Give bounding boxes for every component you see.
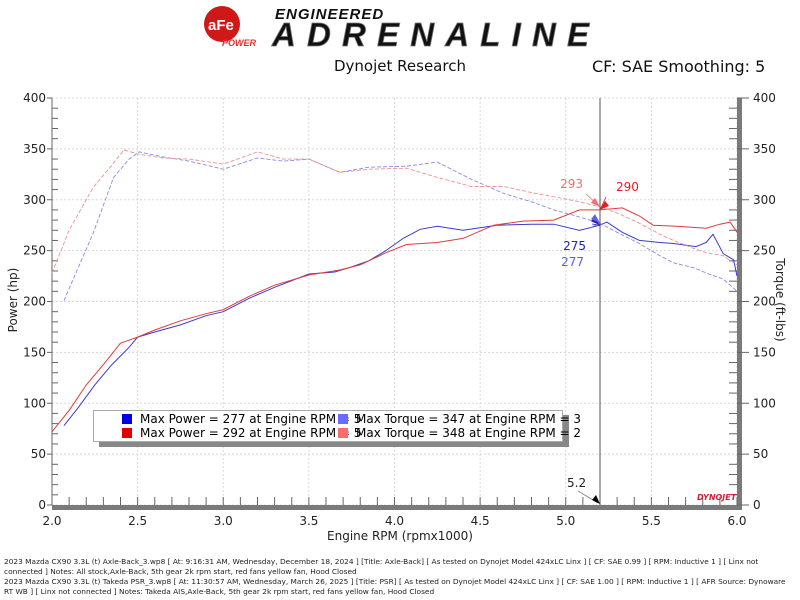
y2-tick-label: 150: [753, 345, 776, 359]
y-axis-label: Power (hp): [6, 268, 20, 333]
legend-label: Max Torque = 347 at Engine RPM = 3: [356, 412, 582, 426]
afe-logo-circle: [204, 6, 240, 42]
y2-axis-label: Torque (ft-lbs): [773, 257, 787, 341]
annotation-arrow-icon: [591, 197, 600, 207]
svg-text:POWER: POWER: [222, 38, 257, 48]
annotation-arrow-line: [591, 223, 601, 226]
svg-text:ENGINEERED: ENGINEERED: [275, 6, 384, 23]
bottom-axis: [52, 505, 742, 510]
cursor-label: 5.2: [567, 476, 586, 490]
legend-label: Max Torque = 348 at Engine RPM = 2: [356, 426, 582, 440]
y2-tick-label: 50: [753, 447, 768, 461]
y-tick-label: 0: [38, 498, 46, 512]
annotation-arrow-icon: [591, 214, 600, 224]
annotation-arrow-line: [599, 196, 607, 211]
legend-swatch: [338, 428, 348, 438]
y2-tick-label: 0: [753, 498, 761, 512]
legend-item: Max Torque = 348 at Engine RPM = 2: [338, 426, 581, 440]
x-tick-label: 3.5: [299, 514, 318, 528]
y-tick-label: 250: [23, 244, 46, 258]
y2-tick-label: 200: [753, 295, 776, 309]
y-tick-label: 50: [31, 447, 46, 461]
y-tick-label: 400: [23, 91, 46, 105]
run-info-1: 2023 Mazda CX90 3.3L (t) Axle-Back_3.wp8…: [4, 557, 759, 576]
y-tick-label: 200: [23, 295, 46, 309]
y-tick-label: 100: [23, 396, 46, 410]
y2-tick-label: 250: [753, 244, 776, 258]
x-tick-label: 5.5: [642, 514, 661, 528]
x-axis-label: Engine RPM (rpmx1000): [327, 529, 473, 543]
y2-tick-label: 100: [753, 396, 776, 410]
y-tick-label: 150: [23, 345, 46, 359]
annotation-arrow-icon: [600, 200, 609, 210]
cursor-arrow-icon: [592, 495, 600, 504]
afe-adrenaline-logo: aFe POWER ENGINEERED ADRENALINE: [204, 6, 592, 50]
svg-text:ADRENALINE: ADRENALINE: [271, 16, 592, 50]
annotation-label: 275: [563, 239, 586, 253]
x-tick-label: 4.0: [385, 514, 404, 528]
legend-swatch: [122, 414, 132, 424]
legend-item: Max Power = 277 at Engine RPM = 5: [122, 412, 361, 426]
legend-label: Max Power = 277 at Engine RPM = 5: [140, 412, 362, 426]
correction-settings: CF: SAE Smoothing: 5: [592, 57, 766, 76]
right-axis: [737, 98, 742, 510]
annotation-label: 293: [560, 177, 583, 191]
x-tick-label: 4.5: [471, 514, 490, 528]
legend: Max Power = 277 at Engine RPM = 5 Max To…: [93, 410, 581, 442]
x-tick-label: 3.0: [214, 514, 233, 528]
run-info-2: 2023 Mazda CX90 3.3L (t) Takeda PSR_3.wp…: [4, 577, 786, 596]
y2-tick-label: 300: [753, 193, 776, 207]
y-tick-label: 350: [23, 142, 46, 156]
annotation-arrow-line: [589, 222, 601, 229]
series-power-blue: [63, 221, 738, 426]
x-tick-label: 5.0: [556, 514, 575, 528]
x-tick-label: 6.0: [727, 514, 746, 528]
svg-text:aFe: aFe: [208, 17, 234, 34]
x-tick-label: 2.5: [128, 514, 147, 528]
legend-swatch: [122, 428, 132, 438]
dynojet-watermark: DYNOJET: [697, 493, 737, 502]
legend-item: Max Torque = 347 at Engine RPM = 3: [338, 412, 581, 426]
annotation-label: 277: [561, 255, 584, 269]
legend-label: Max Power = 292 at Engine RPM = 5: [140, 426, 362, 440]
series-power-red: [51, 207, 738, 433]
x-tick-label: 2.0: [42, 514, 61, 528]
y-tick-label: 300: [23, 193, 46, 207]
chart-subtitle: Dynojet Research: [334, 57, 466, 75]
annotation-label: 290: [616, 180, 639, 194]
y2-tick-label: 350: [753, 142, 776, 156]
y2-tick-label: 400: [753, 91, 776, 105]
legend-item: Max Power = 292 at Engine RPM = 5: [122, 426, 361, 440]
legend-swatch: [338, 414, 348, 424]
series-torque-blue: [63, 151, 738, 301]
